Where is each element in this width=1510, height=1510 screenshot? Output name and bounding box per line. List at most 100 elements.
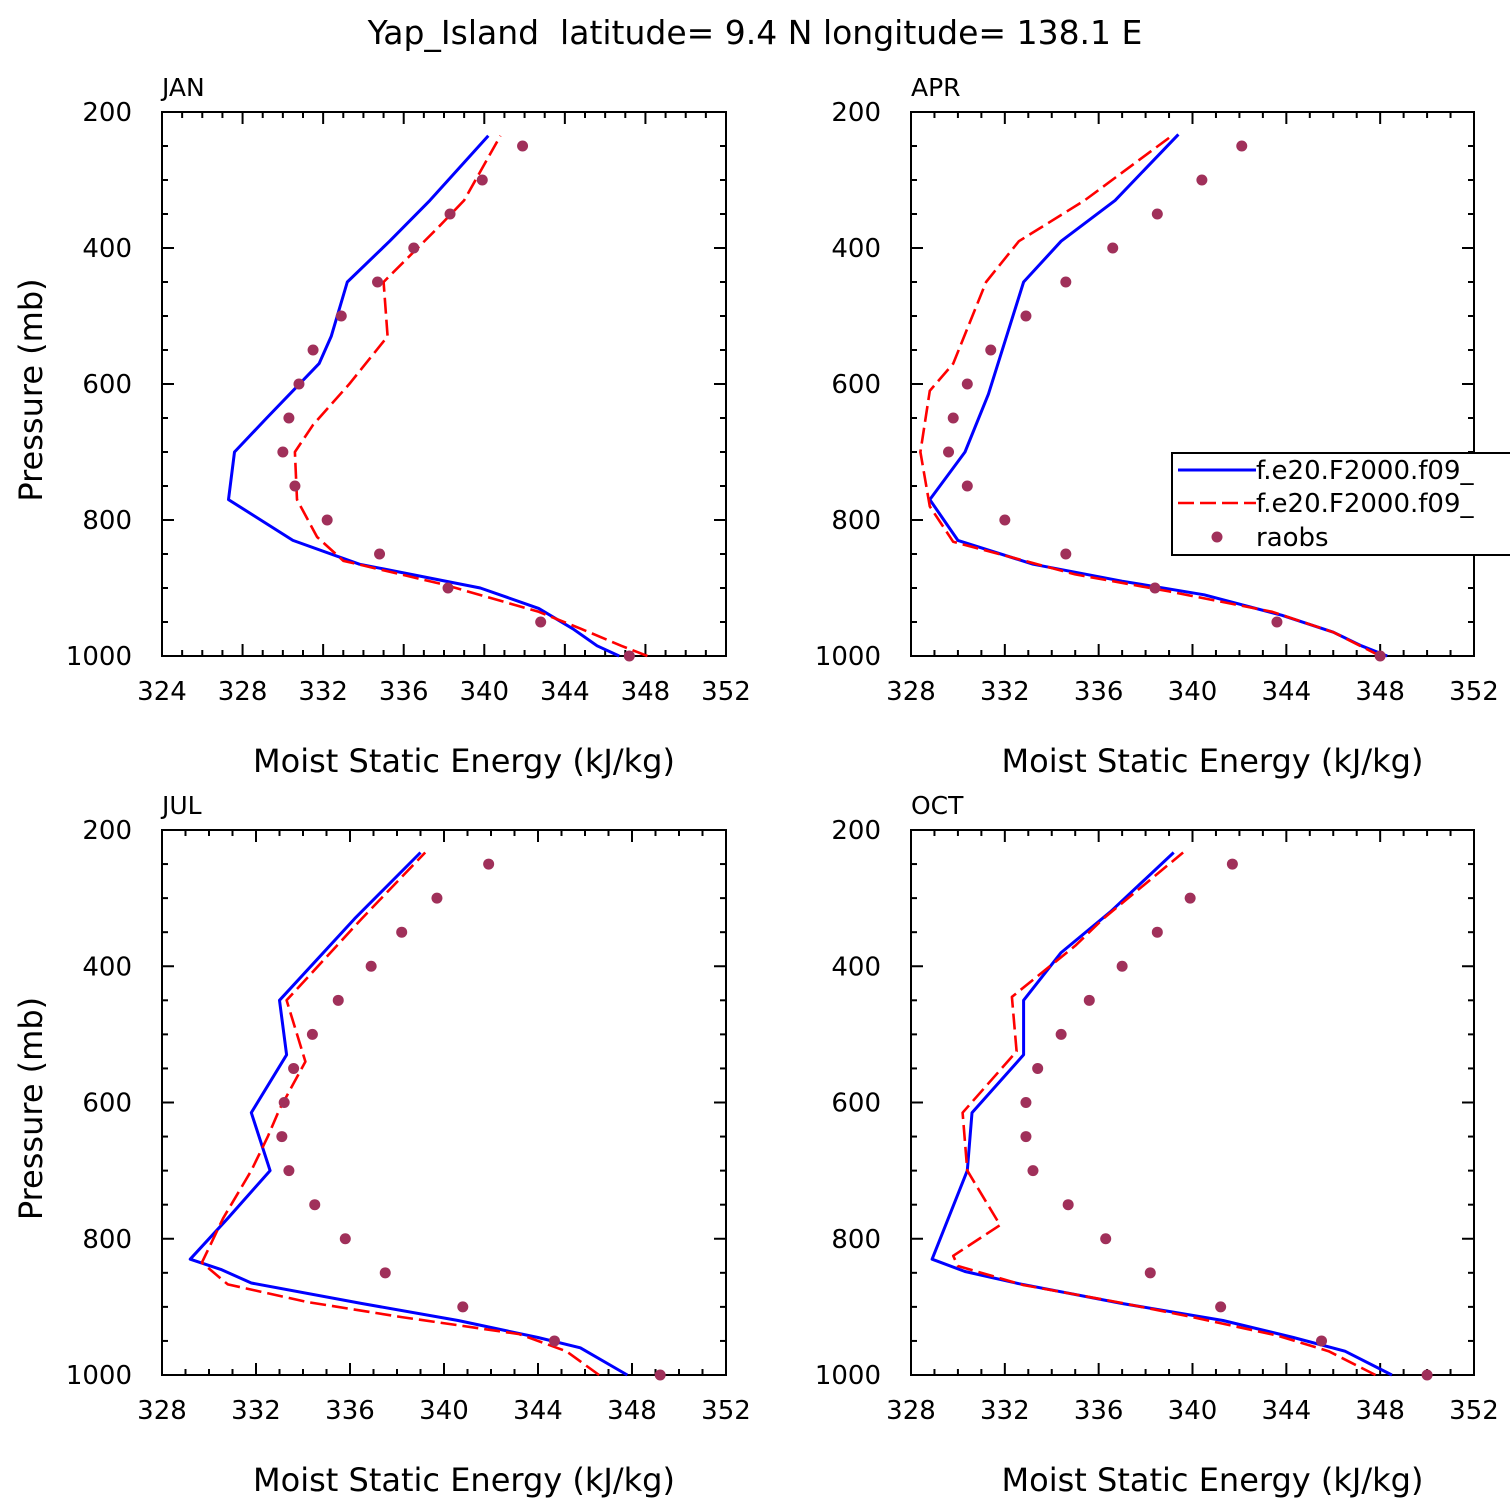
x-tick-label: 328 (886, 677, 936, 707)
raobs-point (1060, 548, 1072, 560)
raobs-point (654, 1369, 666, 1381)
y-tick-label: 800 (82, 506, 132, 536)
panel-title: JAN (160, 73, 205, 102)
x-tick-label: 340 (1168, 1396, 1218, 1426)
y-tick-label: 400 (831, 234, 881, 264)
plot-frame (161, 829, 727, 1376)
x-axis-label: Moist Static Energy (kJ/kg) (1002, 742, 1424, 780)
y-tick-label: 600 (831, 1089, 881, 1119)
y-tick-label: 200 (82, 816, 132, 846)
raobs-point (548, 1335, 560, 1347)
raobs-point (961, 378, 973, 390)
raobs-point (396, 926, 408, 938)
panel-title: APR (911, 73, 961, 102)
model-series-line-solid (227, 134, 620, 658)
x-tick-label: 352 (1449, 677, 1499, 707)
raobs-point (431, 892, 443, 904)
x-tick-label: 340 (419, 1396, 469, 1426)
raobs-point (1107, 242, 1119, 254)
raobs-point (1020, 1097, 1032, 1108)
raobs-point (1196, 174, 1208, 186)
y-tick-label: 800 (831, 506, 881, 536)
legend-label: f.e20.F2000.f09_ (1256, 489, 1474, 519)
raobs-point (339, 1233, 351, 1245)
legend-label: f.e20.F2000.f09_ (1256, 456, 1474, 486)
raobs-point (1215, 1301, 1227, 1313)
x-tick-label: 348 (607, 1396, 657, 1426)
raobs-point (517, 140, 529, 152)
raobs-point (1184, 892, 1196, 904)
raobs-point (372, 276, 384, 288)
raobs-point (535, 616, 547, 628)
raobs-point (1271, 616, 1283, 628)
x-tick-label: 336 (379, 677, 429, 707)
raobs-point (947, 412, 959, 424)
raobs-point (444, 208, 456, 220)
x-tick-label: 332 (980, 677, 1030, 707)
y-tick-label: 200 (831, 98, 881, 128)
x-tick-label: 344 (1262, 677, 1312, 707)
model-series-line-solid (188, 851, 629, 1377)
raobs-point (1032, 1062, 1044, 1074)
x-tick-label: 344 (1262, 1396, 1312, 1426)
raobs-point (1149, 582, 1161, 594)
y-tick-label: 1000 (815, 1361, 881, 1391)
raobs-point (961, 480, 973, 492)
raobs-point (276, 1131, 288, 1143)
panel-jan: 324 328 332 336 340 344 348 352 200 400 600 800 1000… (12, 73, 751, 780)
x-tick-label: 328 (886, 1396, 936, 1426)
raobs-point (623, 650, 635, 662)
y-tick-label: 600 (82, 1089, 132, 1119)
raobs-point (277, 446, 289, 458)
x-axis-label: Moist Static Energy (kJ/kg) (253, 742, 675, 780)
raobs-point (1144, 1267, 1156, 1279)
raobs-point (289, 480, 301, 492)
raobs-point (1083, 994, 1095, 1006)
raobs-point (1100, 1233, 1112, 1245)
raobs-point (374, 548, 386, 560)
x-tick-label: 332 (298, 677, 348, 707)
x-tick-label: 344 (540, 677, 590, 707)
y-axis-label: Pressure (mb) (12, 278, 50, 501)
raobs-point (985, 344, 997, 356)
raobs-point (1020, 310, 1032, 322)
x-tick-label: 352 (701, 677, 751, 707)
x-tick-label: 336 (1074, 677, 1124, 707)
y-axis-label: Pressure (mb) (12, 997, 50, 1220)
raobs-point (379, 1267, 391, 1279)
x-tick-label: 348 (621, 677, 671, 707)
raobs-point (307, 344, 319, 356)
raobs-point (483, 858, 495, 870)
x-axis-label: Moist Static Energy (kJ/kg) (253, 1461, 675, 1499)
raobs-point (408, 242, 420, 254)
y-tick-label: 1000 (66, 642, 132, 672)
raobs-point (1316, 1335, 1328, 1347)
raobs-point (999, 514, 1011, 526)
x-tick-label: 336 (1074, 1396, 1124, 1426)
x-tick-label: 340 (459, 677, 509, 707)
raobs-point (365, 960, 377, 972)
model-series-line-dashed (293, 135, 648, 658)
raobs-point (321, 514, 333, 526)
raobs-point (1226, 858, 1238, 870)
raobs-point (1020, 1131, 1032, 1143)
raobs-point (1151, 926, 1163, 938)
raobs-point (278, 1097, 290, 1108)
plot-frame (910, 111, 1475, 657)
figure-title: Yap_Island latitude= 9.4 N longitude= 13… (367, 13, 1143, 52)
x-tick-label: 348 (1355, 1396, 1405, 1426)
raobs-point (943, 446, 955, 458)
x-tick-label: 332 (980, 1396, 1030, 1426)
y-tick-label: 400 (831, 952, 881, 982)
raobs-point (293, 378, 305, 390)
y-tick-label: 200 (82, 98, 132, 128)
raobs-point (332, 994, 344, 1006)
raobs-point (1060, 276, 1072, 288)
y-tick-label: 600 (831, 370, 881, 400)
legend-marker-raobs (1211, 531, 1223, 543)
x-tick-label: 348 (1355, 677, 1405, 707)
x-tick-label: 344 (513, 1396, 563, 1426)
panel-apr: 328 332 336 340 344 348 352 200 400 600 800 1000 APR… (815, 73, 1499, 780)
raobs-point (442, 582, 454, 594)
y-tick-label: 1000 (66, 1361, 132, 1391)
